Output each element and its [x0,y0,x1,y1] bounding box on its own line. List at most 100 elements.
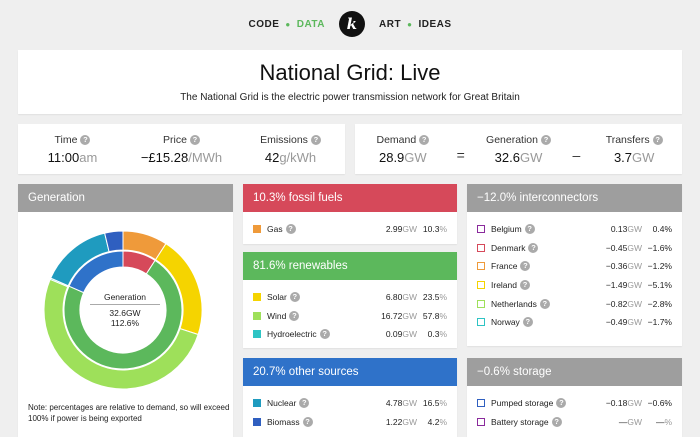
help-icon[interactable]: ? [551,416,562,427]
help-icon[interactable]: ? [539,298,550,309]
help-icon[interactable]: ? [520,261,531,272]
source-name: Belgium [491,224,522,235]
source-pct: −5.1% [647,280,672,291]
inner-slice-renewables[interactable] [63,259,183,370]
help-icon[interactable]: ? [524,224,535,235]
equals-sign: = [456,147,465,163]
legend-swatch [477,243,485,252]
nav-ideas-link[interactable]: IDEAS [418,18,452,30]
legend-swatch [253,293,261,302]
legend-swatch [477,281,485,290]
nav-art-link[interactable]: ART [379,18,402,30]
donut-hole [81,268,165,352]
source-pct: — [655,416,665,427]
source-name: Denmark [491,242,526,253]
nav-code-link[interactable]: CODE [248,18,280,30]
source-row: Ireland? −1.49GW −5.1% [477,276,672,295]
source-row: France? −0.36GW −1.2% [477,257,672,276]
stat-transfers: Transfers? 3.7GW [586,134,682,165]
stat-generation: Generation? 32.6GW [471,134,567,165]
source-gw: 0.13 [610,224,628,235]
stat-unit: GW [404,149,427,165]
source-name: France [491,261,518,272]
legend-swatch [253,311,261,320]
help-icon[interactable]: ? [289,292,300,303]
pct-unit: % [439,292,447,303]
source-row: Norway? −0.49GW −1.7% [477,313,672,332]
stat-value: 42 [264,149,280,165]
help-icon[interactable]: ? [540,134,551,145]
nav-dot-icon: ● [285,19,291,29]
source-pct: −1.6% [647,242,672,253]
help-icon[interactable]: ? [652,134,663,145]
interconnectors-panel: −12.0% interconnectors Belgium? 0.13GW 0.4… [467,184,682,346]
legend-swatch [253,399,261,408]
stat-unit: GW [632,149,655,165]
source-row: Netherlands? −0.82GW −2.8% [477,294,672,313]
source-gw: — [618,416,628,427]
gw-unit: GW [402,310,417,321]
storage-panel-title: −0.6% storage [467,358,682,386]
storage-rows: Pumped storage? −0.18GW −0.6% Battery stora… [467,386,682,431]
pct-unit: % [439,224,447,235]
other-panel: 20.7% other sources Nuclear? 4.78GW 16.5% B… [243,358,457,437]
legend-swatch [477,262,485,271]
source-gw: 0.09 [385,329,403,340]
help-icon[interactable]: ? [522,317,533,328]
stat-value: 3.7 [613,149,633,165]
source-name: Nuclear [267,398,297,409]
gw-unit: GW [627,224,642,235]
source-pct: 23.5 [422,292,440,303]
source-row: Solar? 6.80GW 23.5% [253,288,447,307]
logo-icon[interactable]: k [339,11,366,37]
help-icon[interactable]: ? [556,398,567,409]
help-icon[interactable]: ? [80,134,91,145]
stat-value: 32.6 [494,149,520,165]
source-name: Solar [267,292,287,303]
gw-unit: GW [627,242,642,253]
source-pct: −1.2% [647,261,672,272]
source-pct: 16.5 [422,398,440,409]
pct-unit: % [439,329,447,340]
source-row: Battery storage? —GW —% [477,413,672,432]
help-icon[interactable]: ? [528,242,539,253]
help-icon[interactable]: ? [289,310,300,321]
source-row: Biomass? 1.22GW 4.2% [253,413,447,432]
nav-data-link[interactable]: DATA [296,18,326,30]
stat-unit: g/kWh [279,149,317,165]
source-gw: −0.18 [605,398,628,409]
help-icon[interactable]: ? [189,134,200,145]
stat-time: Time? 11:00am [18,134,127,165]
source-name: Biomass [267,416,300,427]
source-name: Ireland [491,280,517,291]
stat-label: Emissions [260,133,308,146]
gw-unit: GW [402,224,417,235]
legend-swatch [253,225,261,234]
help-icon[interactable]: ? [285,224,296,235]
inner-slice-other-sources[interactable] [68,250,124,294]
source-name: Netherlands [491,298,537,309]
help-icon[interactable]: ? [299,398,310,409]
source-row: Belgium? 0.13GW 0.4% [477,220,672,239]
gw-unit: GW [402,329,417,340]
source-pct: 10.3 [422,224,440,235]
outer-slice-biomass[interactable] [104,230,124,253]
source-gw: 4.78 [385,398,403,409]
source-name: Wind [267,310,287,321]
gw-unit: GW [627,317,642,328]
help-icon[interactable]: ? [302,416,313,427]
title-card: National Grid: Live The National Grid is… [18,50,682,114]
donut-center-label: Generation [90,292,160,305]
outer-slice-wind[interactable] [43,278,199,390]
help-icon[interactable]: ? [520,280,530,291]
help-icon[interactable]: ? [319,329,330,340]
help-icon[interactable]: ? [310,134,321,145]
stat-value: 11:00 [47,149,80,165]
source-pct: 4.2 [427,416,440,427]
source-name: Battery storage [491,416,549,427]
donut-center-gw: 32.6GW [109,308,141,318]
help-icon[interactable]: ? [419,134,430,145]
source-gw: −0.82 [605,298,628,309]
stat-label: Generation [486,133,538,146]
storage-panel: −0.6% storage Pumped storage? −0.18GW −0.6… [467,358,682,437]
